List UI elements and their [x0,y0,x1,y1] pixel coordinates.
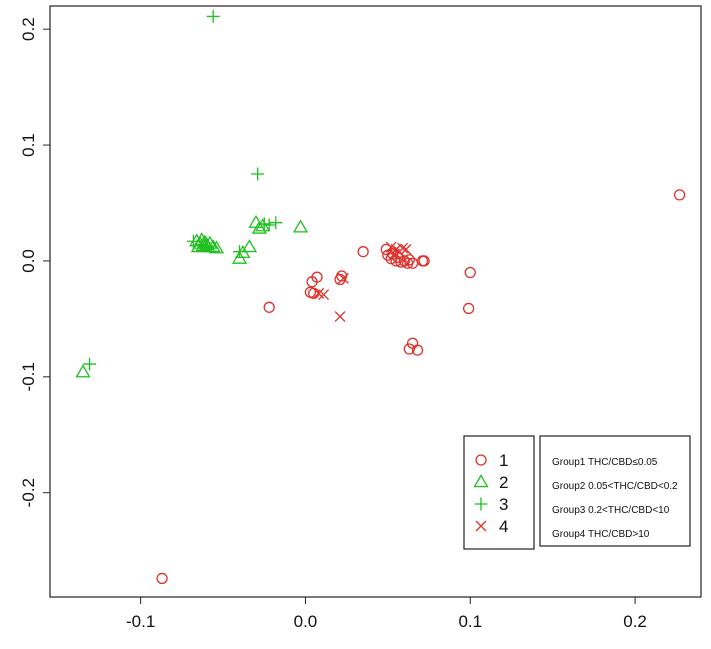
data-point-series-4 [337,272,349,284]
axes: -0.1 0.0 0.1 0.2 -0.2 -0.1 0.0 0.1 0.2 [19,5,702,631]
data-point-series-3 [251,167,265,181]
data-point-series-2 [248,214,264,228]
data-point-series-3 [206,9,220,23]
group-definition-text: Group4 THC/CBD>10 [552,529,650,540]
data-point-series-1 [418,255,430,267]
y-tick-label: -0.1 [19,362,38,391]
data-point-series-3 [186,234,200,248]
data-point-series-1 [403,343,415,355]
legend-label: 2 [499,473,508,492]
data-point-series-3 [269,216,283,230]
data-points [75,9,686,585]
data-point-series-1 [464,266,476,279]
data-point-series-4 [397,242,409,254]
legend-marker-3 [474,497,488,511]
x-tick-label: 0.0 [294,612,318,631]
data-point-series-2 [241,239,258,253]
y-tick-label: 0.2 [19,17,38,41]
group-definition-text: Group2 0.05<THC/CBD<0.2 [552,481,678,492]
plot-frame [49,5,702,598]
y-tick-label: 0.0 [19,249,38,273]
data-point-series-1 [156,572,168,585]
group-definition-box: Group1 THC/CBD≤0.05 Group2 0.05<THC/CBD<0… [539,435,691,547]
legend-label: 1 [499,451,508,470]
data-point-series-1 [263,301,275,313]
data-point-series-3 [83,357,97,371]
data-point-series-2 [251,220,267,234]
data-point-series-4 [334,311,346,323]
data-point-series-1 [357,246,369,258]
data-point-series-2 [75,364,91,378]
group-definition-text: Group3 0.2<THC/CBD<10 [552,505,670,516]
legend-label: 3 [499,495,508,514]
x-tick-label: -0.1 [126,612,155,631]
data-point-series-4 [318,289,330,301]
data-point-series-3 [262,218,276,232]
data-point-series-3 [233,245,247,259]
data-point-series-2 [193,232,210,246]
data-point-series-2 [208,240,225,254]
data-point-series-1 [308,287,320,300]
group-definition-text: Group1 THC/CBD≤0.05 [552,457,658,468]
legend-marker-4 [475,520,487,532]
data-point-series-1 [311,271,323,283]
data-point-series-1 [334,273,346,286]
data-point-series-1 [403,254,415,266]
data-point-series-3 [200,239,214,253]
y-tick-label: 0.1 [19,133,38,157]
legend-label: 4 [499,517,508,536]
data-point-series-1 [406,337,419,349]
x-tick-label: 0.2 [623,612,647,631]
data-point-series-1 [411,344,424,356]
group-box-frame [539,435,691,547]
data-point-series-1 [673,189,686,201]
legend-marker-2 [473,474,489,488]
data-point-series-4 [388,248,400,260]
legend-marker-1 [475,454,487,466]
data-point-series-4 [400,243,412,255]
x-tick-label: 0.1 [458,612,482,631]
data-point-series-2 [292,219,309,233]
data-point-series-1 [462,302,475,315]
legend: 1 2 3 4 [463,435,535,550]
y-tick-label: -0.2 [19,478,38,507]
legend-box [463,435,535,550]
